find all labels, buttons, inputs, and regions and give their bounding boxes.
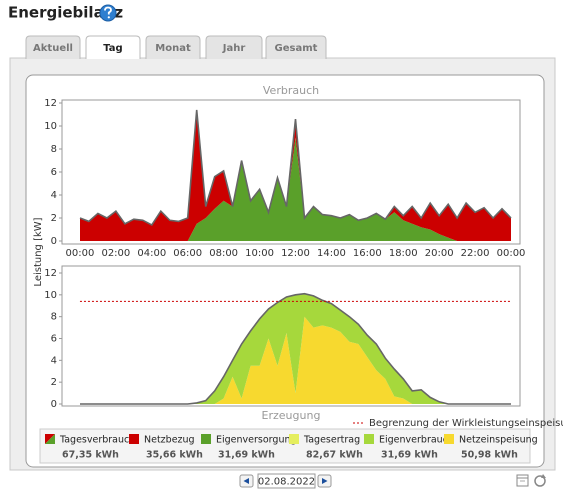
tab-label: Gesamt [275, 43, 318, 54]
legend-label: Eigenversorgung [216, 435, 297, 446]
date-field[interactable] [257, 473, 316, 489]
legend-swatch [289, 434, 299, 444]
tab-label: Tag [103, 43, 122, 54]
help-icon[interactable] [99, 4, 117, 22]
area [80, 109, 511, 242]
y-tick-label: 12 [44, 268, 57, 279]
y-tick-label: 0 [51, 236, 57, 247]
limit-label: Begrenzung der Wirkleistungseinspeisung [369, 418, 563, 429]
tab[interactable] [85, 35, 141, 59]
legend-value: 31,69 kWh [381, 450, 438, 461]
x-tick-label: 20:00 [425, 248, 454, 259]
legend-label: Netzbezug [144, 435, 195, 446]
x-tick-label: 14:00 [317, 248, 346, 259]
y-tick-label: 10 [44, 121, 57, 132]
legend-swatch [201, 434, 211, 444]
y-tick-label: 8 [51, 312, 57, 323]
date-prev[interactable] [239, 474, 254, 488]
y-tick-label: 4 [51, 355, 57, 366]
x-tick-label: 16:00 [353, 248, 382, 259]
total-outline [79, 109, 512, 226]
y-tick-label: 12 [44, 98, 57, 109]
y-tick-label: 4 [51, 190, 57, 201]
date-text: 02.08.2022 [258, 477, 315, 488]
tab-label: Aktuell [33, 43, 73, 54]
y-tick-label: 0 [51, 399, 57, 410]
legend-value: 67,35 kWh [62, 450, 119, 461]
y-tick-label: 10 [44, 290, 57, 301]
calendar-icon[interactable] [516, 474, 529, 487]
x-tick-label: 10:00 [245, 248, 274, 259]
y-tick-label: 8 [51, 144, 57, 155]
legend-value: 31,69 kWh [218, 450, 275, 461]
x-tick-label: 08:00 [209, 248, 238, 259]
legend-label: Eigenverbrauch [379, 435, 454, 446]
y-tick-label: 2 [51, 213, 57, 224]
legend-label: Tagesverbrauch [59, 435, 135, 446]
y-axis-label: Leistung [kW] [33, 217, 44, 286]
legend-value: 35,66 kWh [146, 450, 203, 461]
tab-label: Monat [155, 43, 191, 54]
x-tick-label: 04:00 [137, 248, 166, 259]
refresh-icon[interactable] [534, 474, 546, 487]
area [80, 137, 511, 241]
legend-label: Netzeinspeisung [459, 435, 538, 446]
tab[interactable] [25, 35, 81, 59]
x-tick-label: 12:00 [281, 248, 310, 259]
tab[interactable] [205, 35, 263, 59]
legend-swatch [364, 434, 374, 444]
chart-title: Verbrauch [263, 84, 319, 97]
chart-title: Erzeugung [262, 409, 321, 422]
y-tick-label: 6 [51, 167, 57, 178]
legend-value: 50,98 kWh [461, 450, 518, 461]
y-tick-label: 2 [51, 377, 57, 388]
x-tick-label: 22:00 [461, 248, 490, 259]
tab-label: Jahr [222, 43, 246, 54]
legend-value: 82,67 kWh [306, 450, 363, 461]
x-tick-label: 06:00 [173, 248, 202, 259]
legend-swatch [45, 434, 55, 444]
x-tick-label: 00:00 [497, 248, 526, 259]
legend-swatch [129, 434, 139, 444]
x-tick-label: 18:00 [389, 248, 418, 259]
date-next[interactable] [317, 474, 332, 488]
tab[interactable] [265, 35, 327, 59]
y-tick-label: 6 [51, 334, 57, 345]
legend-label: Tagesertrag [303, 435, 360, 446]
x-tick-label: 02:00 [101, 248, 130, 259]
x-tick-label: 00:00 [66, 248, 95, 259]
area [80, 293, 511, 404]
legend-swatch [444, 434, 454, 444]
page-title: Energiebilanz [8, 4, 123, 22]
total-outline [80, 292, 511, 405]
tab[interactable] [145, 35, 201, 59]
